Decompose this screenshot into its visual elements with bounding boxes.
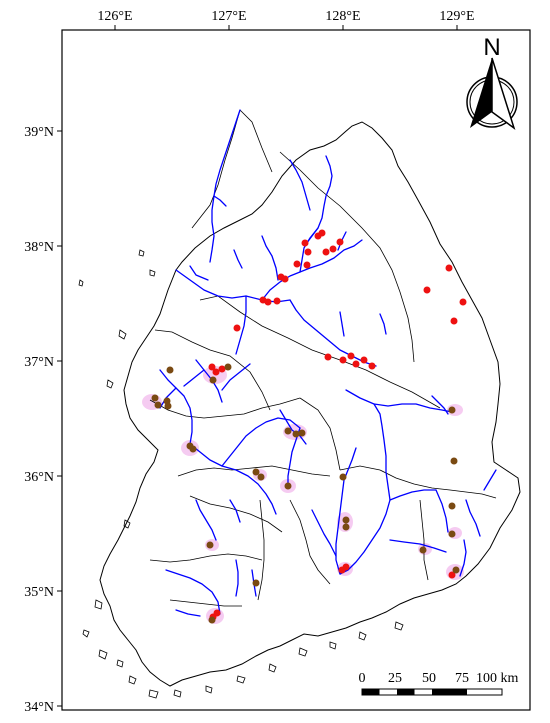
lat-label-37: 37°N xyxy=(24,355,54,370)
site-marker xyxy=(318,229,326,237)
longitude-axis xyxy=(114,25,458,30)
site-marker xyxy=(339,356,347,364)
lat-label-36: 36°N xyxy=(24,470,54,485)
site-marker xyxy=(208,616,216,624)
islands xyxy=(78,249,404,699)
lon-label-129: 129°E xyxy=(439,9,474,24)
site-marker xyxy=(329,245,337,253)
site-marker xyxy=(154,401,162,409)
map-frame xyxy=(61,29,531,711)
latitude-axis xyxy=(57,130,62,707)
lon-label-128: 128°E xyxy=(325,9,360,24)
scale-tick-75: 75 xyxy=(455,671,469,686)
basin-boundaries xyxy=(149,109,497,607)
lat-label-34: 34°N xyxy=(24,700,54,715)
site-marker xyxy=(450,317,458,325)
site-marker xyxy=(459,298,467,306)
site-marker xyxy=(257,473,265,481)
site-marker xyxy=(284,427,292,435)
scale-tick-25: 25 xyxy=(388,671,402,686)
site-marker xyxy=(338,566,346,574)
site-marker xyxy=(292,430,300,438)
site-marker xyxy=(452,566,460,574)
site-marker xyxy=(189,445,197,453)
lon-label-126: 126°E xyxy=(97,9,132,24)
site-marker xyxy=(218,365,226,373)
site-marker xyxy=(347,352,355,360)
lat-label-35: 35°N xyxy=(24,585,54,600)
site-marker xyxy=(212,368,220,376)
site-marker xyxy=(342,516,350,524)
site-marker xyxy=(450,457,458,465)
site-marker xyxy=(233,324,241,332)
site-marker xyxy=(445,264,453,272)
scale-tick-50: 50 xyxy=(422,671,436,686)
site-marker xyxy=(419,546,427,554)
site-marker xyxy=(336,238,344,246)
site-marker xyxy=(209,376,217,384)
site-halos xyxy=(142,366,464,624)
sites-brown xyxy=(151,363,460,624)
site-marker xyxy=(360,356,368,364)
site-marker xyxy=(303,261,311,269)
site-marker xyxy=(252,579,260,587)
site-marker xyxy=(322,248,330,256)
scale-tick-0: 0 xyxy=(359,671,366,686)
site-marker xyxy=(342,523,350,531)
site-marker xyxy=(164,402,172,410)
site-marker xyxy=(448,406,456,414)
scale-bar xyxy=(361,688,503,696)
site-marker xyxy=(224,363,232,371)
river-network xyxy=(159,109,497,617)
sites-red xyxy=(208,229,467,621)
site-marker xyxy=(206,541,214,549)
site-marker xyxy=(448,502,456,510)
north-arrow-icon xyxy=(466,57,518,130)
coastline-outline xyxy=(99,121,521,687)
site-marker xyxy=(448,530,456,538)
site-marker xyxy=(208,363,216,371)
site-marker xyxy=(448,571,456,579)
site-marker xyxy=(304,248,312,256)
site-marker xyxy=(293,260,301,268)
site-marker xyxy=(423,286,431,294)
scale-tick-100km: 100 km xyxy=(476,671,519,686)
site-marker xyxy=(151,394,159,402)
north-label: N xyxy=(483,34,500,61)
site-marker xyxy=(301,239,309,247)
lon-label-127: 127°E xyxy=(211,9,246,24)
site-marker xyxy=(298,429,306,437)
lat-label-39: 39°N xyxy=(24,125,54,140)
site-marker xyxy=(273,297,281,305)
site-marker xyxy=(166,366,174,374)
site-marker xyxy=(264,298,272,306)
site-marker xyxy=(281,275,289,283)
site-marker xyxy=(352,360,360,368)
site-marker xyxy=(339,473,347,481)
site-marker xyxy=(213,609,221,617)
site-marker xyxy=(368,362,376,370)
site-marker xyxy=(284,482,292,490)
site-marker xyxy=(324,353,332,361)
site-marker xyxy=(252,468,260,476)
lat-label-38: 38°N xyxy=(24,240,54,255)
